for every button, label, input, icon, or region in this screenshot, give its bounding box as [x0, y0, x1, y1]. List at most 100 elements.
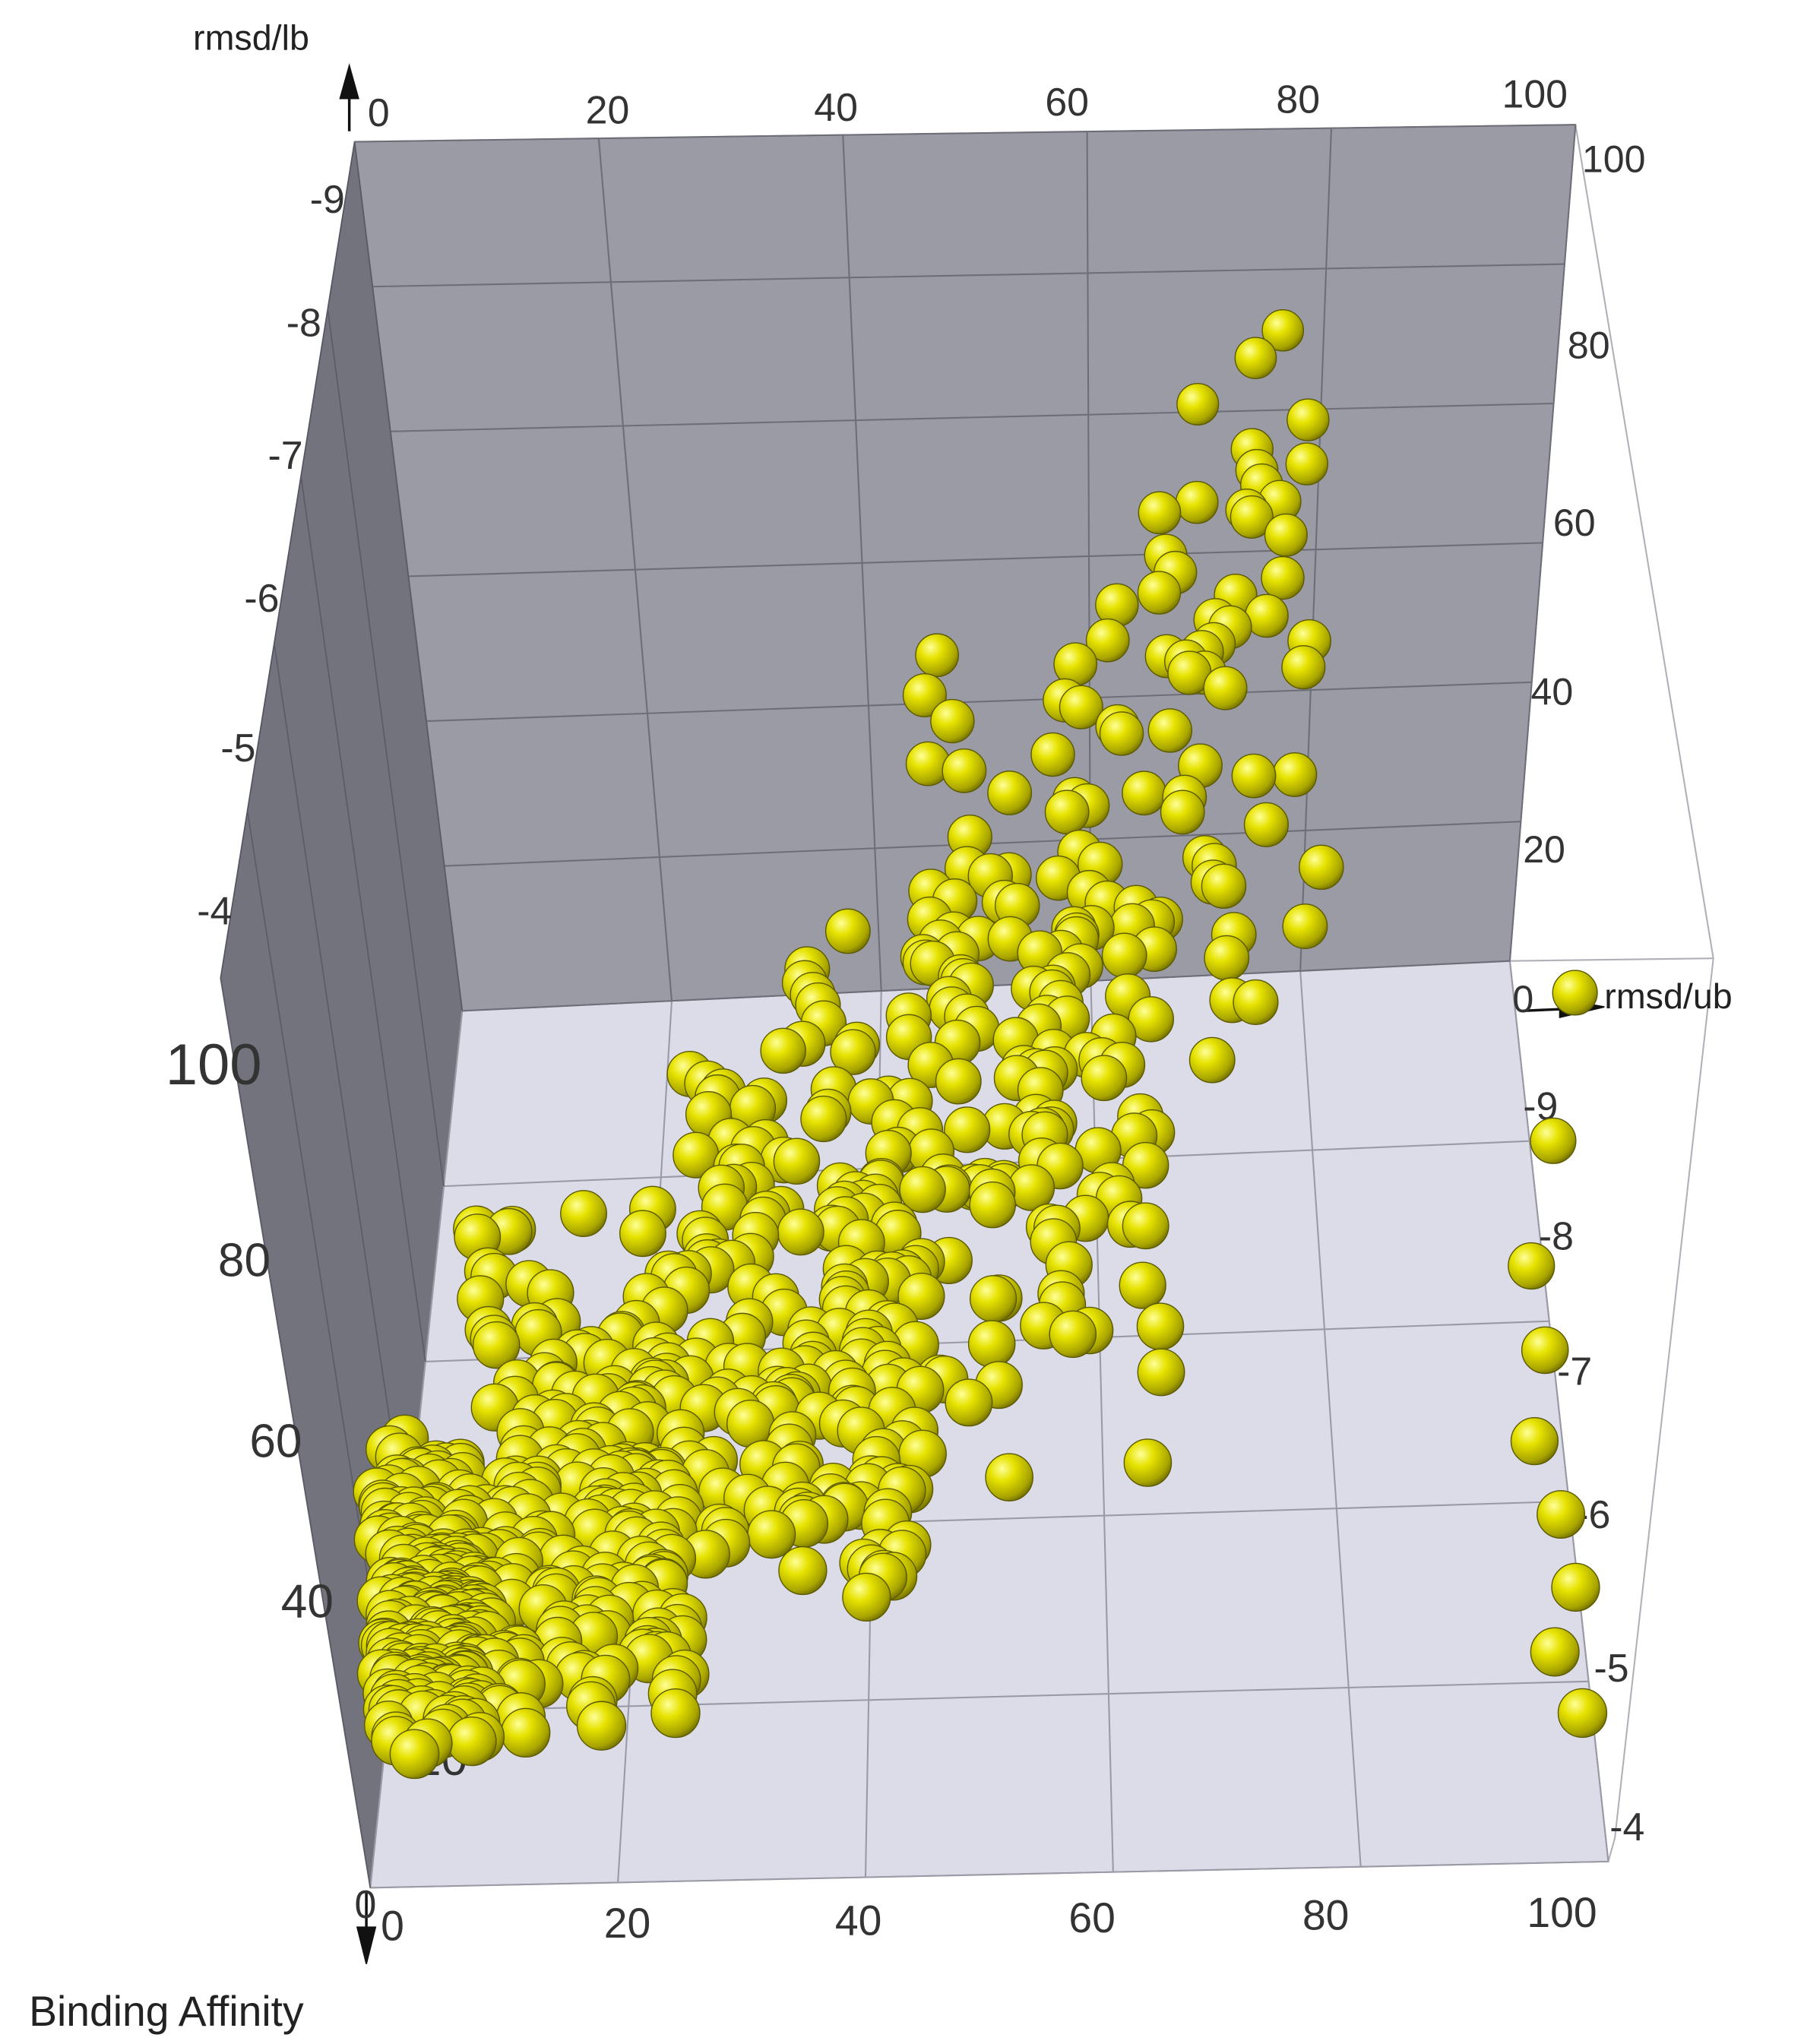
tick-label-left-affinity: -5 — [220, 726, 255, 770]
tick-label-lb: 100 — [1527, 1889, 1597, 1936]
data-point-sphere — [472, 1321, 521, 1369]
data-point-sphere — [1287, 398, 1330, 441]
tick-label-left-lb: 60 — [249, 1416, 302, 1468]
axis-title-rmsd-ub: rmsd/ub — [1604, 976, 1732, 1016]
data-point-sphere — [985, 1453, 1033, 1501]
data-point-sphere — [1551, 1562, 1600, 1612]
tick-label-top: 80 — [1276, 78, 1320, 122]
tick-label-top: 60 — [1045, 80, 1089, 124]
back-grid-line — [372, 263, 1565, 288]
data-point-sphere — [1136, 1302, 1185, 1350]
data-point-sphere — [1081, 1055, 1128, 1102]
data-point-sphere — [1119, 1261, 1166, 1309]
data-point-sphere — [1281, 645, 1326, 690]
data-point-sphere — [747, 1510, 796, 1559]
tick-label-affinity: -5 — [1594, 1646, 1628, 1690]
data-point-sphere — [1285, 442, 1328, 486]
tick-label-right-ub: 20 — [1523, 828, 1565, 871]
data-point-sphere — [1122, 770, 1166, 816]
tick-label-top: 100 — [1502, 72, 1568, 116]
data-point-sphere — [944, 1106, 991, 1153]
data-point-sphere — [897, 1272, 945, 1321]
back-grid-line — [408, 542, 1543, 577]
data-point-sphere — [619, 1210, 666, 1258]
data-point-sphere — [987, 770, 1033, 815]
data-point-sphere — [1049, 1310, 1097, 1359]
left-grid-line — [353, 141, 464, 1011]
data-point-sphere — [1059, 685, 1103, 729]
data-point-sphere — [969, 1275, 1018, 1323]
data-point-sphere — [560, 1190, 607, 1237]
data-point-sphere — [777, 1208, 824, 1256]
data-point-sphere — [501, 1707, 551, 1758]
data-point-sphere — [760, 1027, 806, 1074]
data-point-sphere — [1537, 1490, 1586, 1539]
data-point-sphere — [1188, 1036, 1236, 1084]
data-point-sphere — [1123, 1438, 1173, 1487]
tick-label-left-lb: 100 — [166, 1033, 262, 1097]
tick-label-right-ub: 100 — [1582, 138, 1646, 180]
left-grid-line — [273, 643, 408, 1537]
data-point-sphere — [1122, 1202, 1169, 1250]
data-point-sphere — [576, 1701, 627, 1751]
data-point-sphere — [935, 1058, 982, 1105]
data-point-sphere — [1147, 708, 1192, 753]
back-grid-line — [354, 124, 1576, 143]
data-point-sphere — [1030, 732, 1075, 777]
left-grid-line — [327, 308, 445, 1187]
data-point-sphere — [1299, 844, 1344, 891]
tick-label-origin: 0 — [355, 1882, 377, 1926]
data-point-sphere — [800, 1095, 847, 1143]
back-grid-line — [426, 681, 1532, 723]
data-point-sphere — [1530, 1627, 1580, 1677]
data-point-sphere — [1138, 491, 1182, 535]
data-point-sphere — [1261, 555, 1305, 600]
data-point-sphere — [1231, 753, 1277, 799]
tick-label-lb: 60 — [1068, 1894, 1115, 1941]
data-point-sphere — [1282, 903, 1328, 949]
data-point-sphere — [650, 1688, 701, 1739]
tick-label-left-affinity: -7 — [268, 433, 303, 477]
data-point-sphere — [915, 633, 959, 678]
data-point-sphere — [447, 1716, 497, 1767]
data-point-sphere — [1099, 711, 1144, 756]
data-points — [353, 309, 1608, 1780]
tick-label-lb: 20 — [604, 1900, 650, 1947]
data-point-sphere — [1085, 618, 1130, 663]
tick-label-top: 0 — [368, 90, 390, 134]
data-point-sphere — [1521, 1326, 1569, 1375]
data-point-sphere — [1203, 666, 1248, 710]
tick-label-lb: 40 — [835, 1897, 881, 1944]
data-point-sphere — [945, 1378, 993, 1427]
tick-label-lb: 80 — [1302, 1892, 1349, 1939]
tick-label-right-ub: 80 — [1568, 324, 1610, 367]
data-point-sphere — [1233, 979, 1279, 1025]
data-point-sphere — [1230, 495, 1274, 539]
left-grid-line — [300, 476, 426, 1362]
data-point-sphere — [1264, 513, 1308, 557]
data-point-sphere — [1272, 752, 1318, 797]
tick-label-left-affinity: -4 — [197, 888, 232, 932]
tick-label-left-lb: 40 — [281, 1576, 334, 1628]
data-point-sphere — [824, 908, 871, 954]
tick-label-left-affinity: -6 — [244, 576, 279, 620]
data-point-sphere — [1530, 1117, 1577, 1164]
tick-label-top: 20 — [586, 87, 630, 131]
data-point-sphere — [778, 1546, 828, 1596]
floor-grid-line — [370, 1860, 1609, 1889]
data-point-sphere — [1245, 593, 1289, 638]
data-point-sphere — [1557, 1688, 1608, 1739]
data-point-sphere — [1176, 382, 1220, 426]
data-point-sphere — [1201, 863, 1247, 909]
data-point-sphere — [1101, 932, 1147, 979]
data-point-sphere — [1160, 789, 1205, 835]
tick-label-left-lb: 80 — [218, 1234, 271, 1286]
axis-title-rmsd-lb: rmsd/lb — [193, 18, 309, 58]
data-point-sphere — [942, 748, 987, 793]
data-point-sphere — [969, 1181, 1016, 1229]
tick-label-lb: 0 — [381, 1903, 404, 1950]
data-point-sphere — [1137, 1348, 1185, 1397]
tick-label-left-affinity: -9 — [310, 177, 345, 221]
tick-label-affinity: -4 — [1609, 1805, 1644, 1849]
